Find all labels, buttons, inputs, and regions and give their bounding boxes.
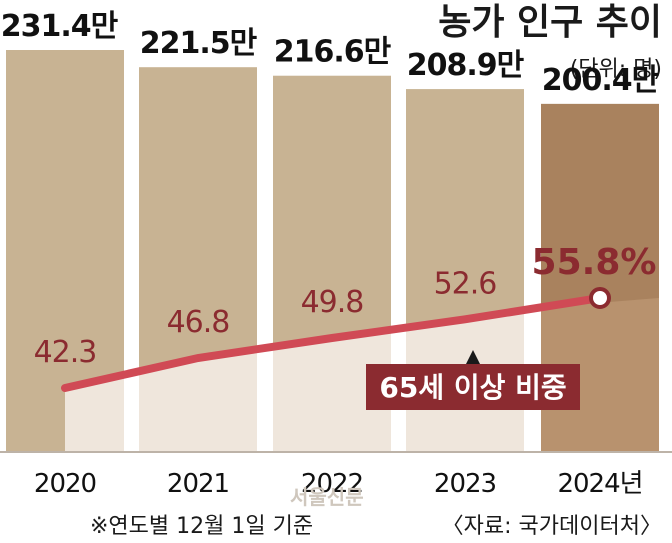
share-value-label: 46.8: [167, 305, 230, 340]
share-labels: 42.3 46.8 49.8 52.6 55.8%: [34, 242, 657, 370]
share-value-label: 49.8: [301, 285, 364, 320]
legend-pointer-icon: [466, 350, 480, 364]
category-label: 2024년: [557, 469, 642, 499]
bar-value-label: 200.4만: [542, 63, 660, 98]
share-value-label: 42.3: [34, 335, 97, 370]
chart-title: 농가 인구 추이: [438, 2, 662, 43]
bar-value-label: 231.4만: [1, 9, 119, 44]
source-note: 〈자료: 국가데이터처〉: [442, 514, 662, 539]
share-fill-2024년: [541, 298, 659, 452]
category-label: 2022: [301, 469, 363, 499]
legend-box: [366, 364, 580, 410]
share-end-marker: [589, 287, 611, 309]
unit-label: (단위: 명): [570, 57, 662, 82]
share-value-label: 55.8%: [532, 242, 657, 283]
footnote: ※연도별 12월 1일 기준: [90, 514, 313, 539]
category-label: 2020: [34, 469, 96, 499]
watermark-text: 서울신문: [290, 485, 364, 509]
share-fill-2021: [139, 349, 257, 452]
category-labels: 2020 2021 2022 2023 2024년: [34, 469, 644, 499]
share-line: [61, 294, 604, 392]
share-fill-2020: [65, 374, 124, 452]
share-value-label: 52.6: [434, 266, 497, 301]
value-labels: 231.4만 221.5만 216.6만 208.9만 200.4만: [1, 9, 661, 98]
category-label: 2021: [167, 469, 229, 499]
category-label: 2023: [434, 469, 496, 499]
legend-label: 65세 이상 비중: [379, 371, 566, 404]
bar-value-label: 216.6만: [274, 35, 392, 70]
share-fill-2022: [273, 329, 391, 452]
bar-value-label: 221.5만: [140, 26, 258, 61]
bar-value-label: 208.9만: [407, 48, 525, 83]
